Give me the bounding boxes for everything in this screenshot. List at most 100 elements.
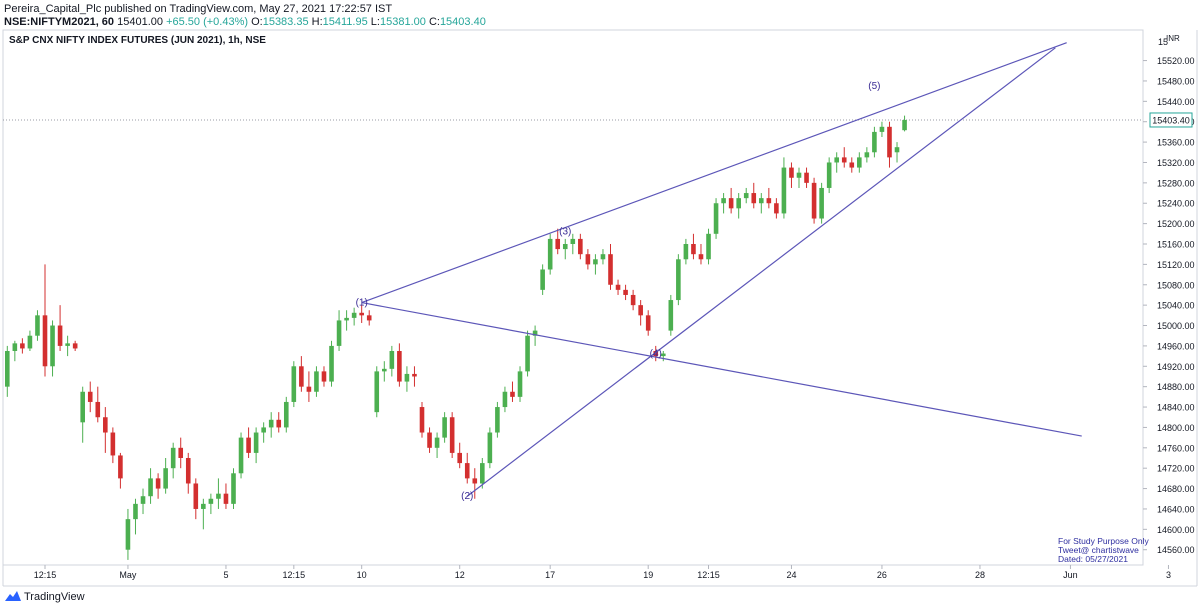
candle[interactable] — [464, 452, 470, 484]
candle[interactable] — [781, 157, 787, 219]
candle[interactable] — [155, 473, 161, 499]
candle[interactable] — [201, 498, 206, 530]
candle[interactable] — [887, 121, 892, 168]
candle[interactable] — [427, 427, 432, 453]
candle[interactable] — [103, 407, 108, 453]
candle[interactable] — [321, 366, 327, 387]
candle[interactable] — [585, 249, 591, 270]
candle[interactable] — [50, 320, 55, 377]
candle[interactable] — [42, 264, 48, 377]
candle[interactable] — [789, 162, 794, 188]
candle[interactable] — [231, 468, 236, 509]
candle[interactable] — [645, 310, 651, 336]
candle[interactable] — [857, 152, 862, 173]
tradingview-logo[interactable]: TradingView — [5, 591, 85, 603]
candle[interactable] — [502, 386, 508, 413]
candle[interactable] — [638, 300, 643, 326]
candle[interactable] — [804, 167, 809, 188]
candle[interactable] — [20, 338, 25, 354]
candle[interactable] — [95, 386, 101, 423]
candle[interactable] — [246, 427, 251, 458]
candle[interactable] — [683, 238, 689, 265]
candle[interactable] — [472, 468, 478, 499]
candle[interactable] — [404, 366, 410, 392]
candle[interactable] — [623, 284, 628, 301]
candle[interactable] — [630, 289, 636, 311]
candle[interactable] — [268, 412, 274, 438]
candle[interactable] — [314, 366, 319, 397]
trend-line[interactable] — [361, 42, 1067, 304]
candle[interactable] — [291, 361, 297, 408]
candle[interactable] — [487, 427, 493, 469]
candle[interactable] — [434, 432, 440, 458]
candle[interactable] — [366, 310, 372, 326]
candle[interactable] — [442, 412, 447, 443]
candle[interactable] — [359, 305, 364, 323]
candle[interactable] — [517, 366, 523, 402]
candle[interactable] — [344, 310, 349, 331]
candle[interactable] — [691, 233, 696, 260]
candle[interactable] — [261, 422, 266, 443]
candle[interactable] — [306, 371, 312, 402]
candle[interactable] — [140, 488, 146, 515]
candle[interactable] — [12, 340, 18, 362]
candle[interactable] — [374, 366, 380, 418]
candle[interactable] — [698, 244, 704, 265]
candle[interactable] — [336, 310, 342, 351]
candle[interactable] — [118, 452, 123, 489]
candle[interactable] — [751, 182, 757, 209]
candle[interactable] — [894, 142, 900, 163]
candle[interactable] — [615, 279, 621, 295]
candle[interactable] — [125, 508, 131, 560]
candle[interactable] — [65, 335, 70, 357]
candle[interactable] — [419, 401, 425, 438]
candle[interactable] — [351, 307, 357, 326]
candle[interactable] — [600, 249, 606, 265]
candle[interactable] — [480, 458, 485, 489]
candle[interactable] — [593, 254, 598, 275]
candle[interactable] — [178, 437, 184, 469]
candle[interactable] — [841, 147, 847, 168]
candle[interactable] — [457, 442, 462, 469]
candle[interactable] — [449, 412, 455, 458]
candle[interactable] — [223, 483, 229, 509]
candle[interactable] — [774, 198, 779, 219]
candle[interactable] — [72, 340, 78, 351]
candle[interactable] — [713, 198, 719, 239]
candle[interactable] — [412, 366, 417, 387]
candle[interactable] — [170, 442, 176, 479]
candle[interactable] — [834, 152, 839, 173]
candle[interactable] — [849, 157, 855, 173]
candle[interactable] — [547, 233, 553, 275]
candle[interactable] — [562, 238, 568, 260]
candle[interactable] — [743, 187, 749, 204]
candle[interactable] — [608, 244, 613, 290]
candle[interactable] — [5, 345, 10, 397]
candle[interactable] — [721, 193, 726, 214]
candle[interactable] — [495, 401, 500, 438]
candle[interactable] — [299, 356, 304, 392]
candle[interactable] — [185, 452, 191, 494]
candle[interactable] — [826, 157, 832, 194]
candle[interactable] — [329, 340, 334, 387]
candle[interactable] — [208, 493, 214, 515]
candle[interactable] — [796, 167, 802, 188]
candle[interactable] — [706, 228, 711, 265]
candle[interactable] — [193, 478, 199, 520]
candle[interactable] — [555, 228, 561, 255]
candle[interactable] — [283, 396, 289, 433]
candle[interactable] — [653, 345, 659, 362]
candle[interactable] — [35, 310, 40, 341]
candle[interactable] — [902, 115, 907, 132]
candle[interactable] — [382, 361, 387, 382]
candle[interactable] — [864, 147, 870, 163]
candle[interactable] — [879, 121, 885, 137]
candle[interactable] — [110, 427, 116, 464]
candle[interactable] — [253, 427, 259, 464]
trend-line[interactable] — [466, 47, 1056, 497]
publisher-name[interactable]: Pereira_Capital_Plc — [4, 3, 102, 15]
candle[interactable] — [397, 343, 402, 387]
candle[interactable] — [570, 233, 576, 255]
candle[interactable] — [238, 432, 244, 479]
